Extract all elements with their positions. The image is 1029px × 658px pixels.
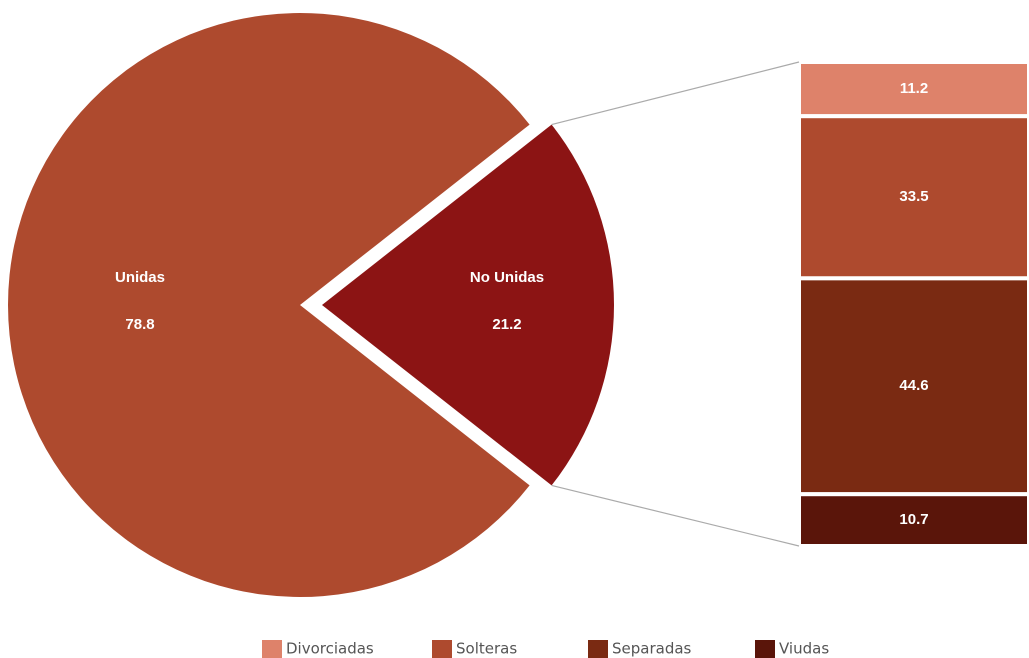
connector [551,61,800,126]
pie-label: No Unidas [470,269,544,286]
bar-label: 44.6 [899,377,928,394]
pie-label: Unidas [115,269,165,286]
legend-swatch [588,640,608,658]
pie-slice [8,12,530,597]
pie-value: 21.2 [492,316,521,333]
bar-label: 11.2 [900,80,928,97]
pie-slice [322,124,614,486]
connector [551,484,800,547]
bar-segment [797,114,1029,281]
bar-segment [797,492,1029,549]
legend-swatch [755,640,775,658]
bar-label: 10.7 [899,511,928,528]
legend-swatch [432,640,452,658]
legend-label: Viudas [779,640,829,658]
legend-label: Solteras [456,640,517,658]
legend-label: Divorciadas [286,640,374,658]
bar-segment [797,276,1029,497]
bar-label: 33.5 [899,188,928,205]
bar-segment [797,60,1029,119]
legend-swatch [262,640,282,658]
legend-label: Separadas [612,640,692,658]
pie-value: 78.8 [125,316,154,333]
